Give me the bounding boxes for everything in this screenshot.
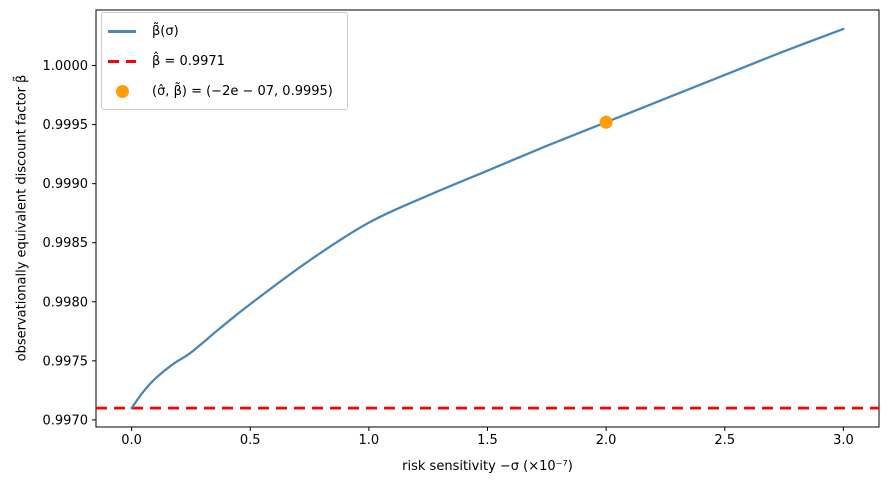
x-tick-label: 3.0: [833, 433, 854, 448]
x-tick-label: 1.5: [477, 433, 498, 448]
legend-dashed-line-swatch-icon: [108, 59, 136, 63]
x-tick-label: 0.0: [121, 433, 142, 448]
y-tick-label: 0.9990: [43, 177, 89, 192]
x-tick-label: 0.5: [240, 433, 261, 448]
legend-item-beta-curve: β̃(σ): [108, 16, 333, 46]
legend-label-beta-curve: β̃(σ): [152, 23, 179, 39]
y-tick-label: 0.9995: [43, 118, 89, 133]
legend-line-swatch-icon: [108, 29, 136, 33]
legend-label-beta-hat: β̂ = 0.9971: [152, 53, 225, 69]
legend-label-sigma-hat-point: (σ̂, β̃) = (−2e − 07, 0.9995): [152, 83, 333, 99]
beta-tilde-curve: [130, 27, 845, 410]
legend-item-sigma-hat-point: (σ̂, β̃) = (−2e − 07, 0.9995): [108, 76, 333, 106]
x-tick-label: 1.0: [359, 433, 380, 448]
sigma-hat-point: [599, 115, 613, 129]
x-tick-label: 2.0: [596, 433, 617, 448]
x-tick-label: 2.5: [714, 433, 735, 448]
legend-dot-swatch-icon: [108, 84, 136, 98]
legend-item-beta-hat: β̂ = 0.9971: [108, 46, 333, 76]
legend: β̃(σ) β̂ = 0.9971 (σ̂, β̃) = (−2e − 07, …: [101, 12, 348, 110]
y-axis-label: observationally equivalent discount fact…: [14, 74, 30, 362]
y-tick-label: 0.9985: [43, 236, 89, 251]
y-tick-label: 1.0000: [43, 59, 89, 74]
y-tick-label: 0.9970: [43, 413, 89, 428]
y-tick-label: 0.9975: [43, 354, 89, 369]
y-tick-label: 0.9980: [43, 295, 89, 310]
x-axis-label: risk sensitivity −σ (×10⁻⁷): [402, 459, 573, 474]
